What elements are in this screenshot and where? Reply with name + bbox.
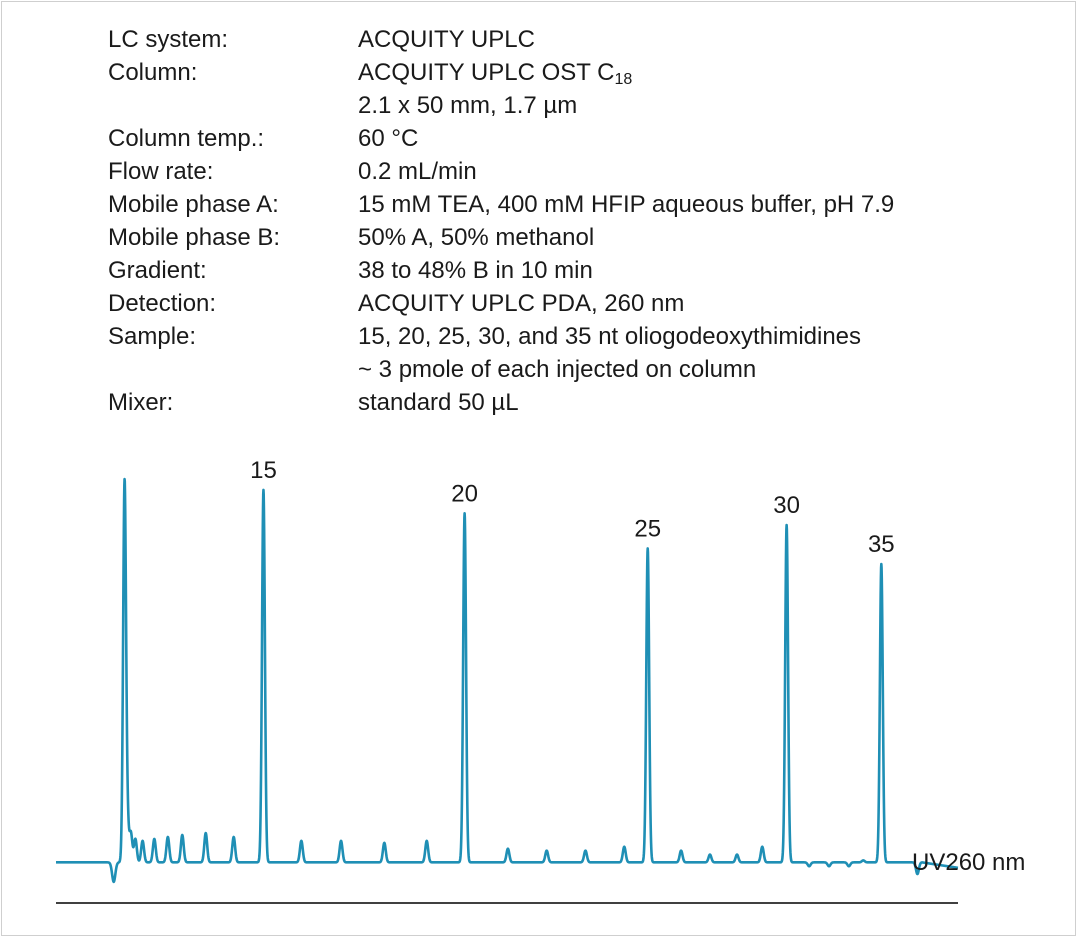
condition-value: 15 mM TEA, 400 mM HFIP aqueous buffer, p… <box>358 189 894 221</box>
condition-label: Column: <box>108 59 198 86</box>
condition-row: Column: ACQUITY UPLC OST C18 <box>108 57 1028 89</box>
condition-value: standard 50 µL <box>358 387 519 419</box>
condition-value: 15, 20, 25, 30, and 35 nt oliogodeoxythi… <box>358 321 861 353</box>
peak-labels: 15 20 25 30 35 <box>250 457 895 558</box>
condition-row: Mobile phase A: 15 mM TEA, 400 mM HFIP aq… <box>108 189 1028 221</box>
condition-value-subscript: 18 <box>614 71 633 88</box>
condition-value: ACQUITY UPLC OST C18 <box>358 57 632 89</box>
peak-label: 15 <box>250 457 277 484</box>
condition-row: ~ 3 pmole of each injected on column <box>108 354 1028 386</box>
condition-value-text: 60 °C <box>358 125 419 152</box>
condition-value-text: 2.1 x 50 mm, 1.7 µm <box>358 92 578 119</box>
condition-value-text: standard 50 µL <box>358 389 519 416</box>
condition-value-text: ACQUITY UPLC <box>358 26 535 53</box>
peak-label: 35 <box>868 531 895 558</box>
peak-label: 20 <box>451 480 478 507</box>
condition-value-text: 38 to 48% B in 10 min <box>358 257 593 284</box>
condition-value: 38 to 48% B in 10 min <box>358 255 593 287</box>
condition-value-text: 15 mM TEA, 400 mM HFIP aqueous buffer, p… <box>358 191 895 218</box>
condition-row: Flow rate: 0.2 mL/min <box>108 156 1028 188</box>
condition-value: 60 °C <box>358 123 418 155</box>
condition-label: Mobile phase A: <box>108 191 279 218</box>
condition-value: 50% A, 50% methanol <box>358 222 594 254</box>
trace-label: UV260 nm <box>912 849 1025 876</box>
peak-label: 25 <box>634 515 661 542</box>
condition-row: Gradient: 38 to 48% B in 10 min <box>108 255 1028 287</box>
condition-value-text: ACQUITY UPLC OST C <box>358 59 615 86</box>
condition-label: Flow rate: <box>108 158 214 185</box>
condition-value-text: 0.2 mL/min <box>358 158 477 185</box>
condition-row: Detection: ACQUITY UPLC PDA, 260 nm <box>108 288 1028 320</box>
condition-value: 2.1 x 50 mm, 1.7 µm <box>358 90 577 122</box>
condition-value: ACQUITY UPLC PDA, 260 nm <box>358 288 684 320</box>
condition-label: LC system: <box>108 26 229 53</box>
condition-value: ACQUITY UPLC <box>358 24 535 56</box>
condition-row: LC system: ACQUITY UPLC <box>108 24 1028 56</box>
condition-value-text: ACQUITY UPLC PDA, 260 nm <box>358 290 685 317</box>
condition-value-text: 50% A, 50% methanol <box>358 224 595 251</box>
condition-label: Mixer: <box>108 389 174 416</box>
condition-value: ~ 3 pmole of each injected on column <box>358 354 756 386</box>
condition-row: Sample: 15, 20, 25, 30, and 35 nt oliogod… <box>108 321 1028 353</box>
conditions-table: LC system: ACQUITY UPLC Column: ACQUITY UPL… <box>0 0 1079 430</box>
condition-label: Gradient: <box>108 257 207 284</box>
condition-label: Mobile phase B: <box>108 224 281 251</box>
peak-label: 30 <box>773 492 800 519</box>
condition-row: Column temp.: 60 °C <box>108 123 1028 155</box>
condition-label: Column temp.: <box>108 125 265 152</box>
condition-row: Mobile phase B: 50% A, 50% methanol <box>108 222 1028 254</box>
condition-label: Detection: <box>108 290 217 317</box>
condition-row: 2.1 x 50 mm, 1.7 µm <box>108 90 1028 122</box>
condition-value-text: ~ 3 pmole of each injected on column <box>358 356 757 383</box>
condition-value-text: 15, 20, 25, 30, and 35 nt oliogodeoxythi… <box>358 323 862 350</box>
condition-value: 0.2 mL/min <box>358 156 477 188</box>
chromatogram-trace <box>54 477 960 884</box>
condition-row: Mixer: standard 50 µL <box>108 387 1028 419</box>
condition-label: Sample: <box>108 323 197 350</box>
